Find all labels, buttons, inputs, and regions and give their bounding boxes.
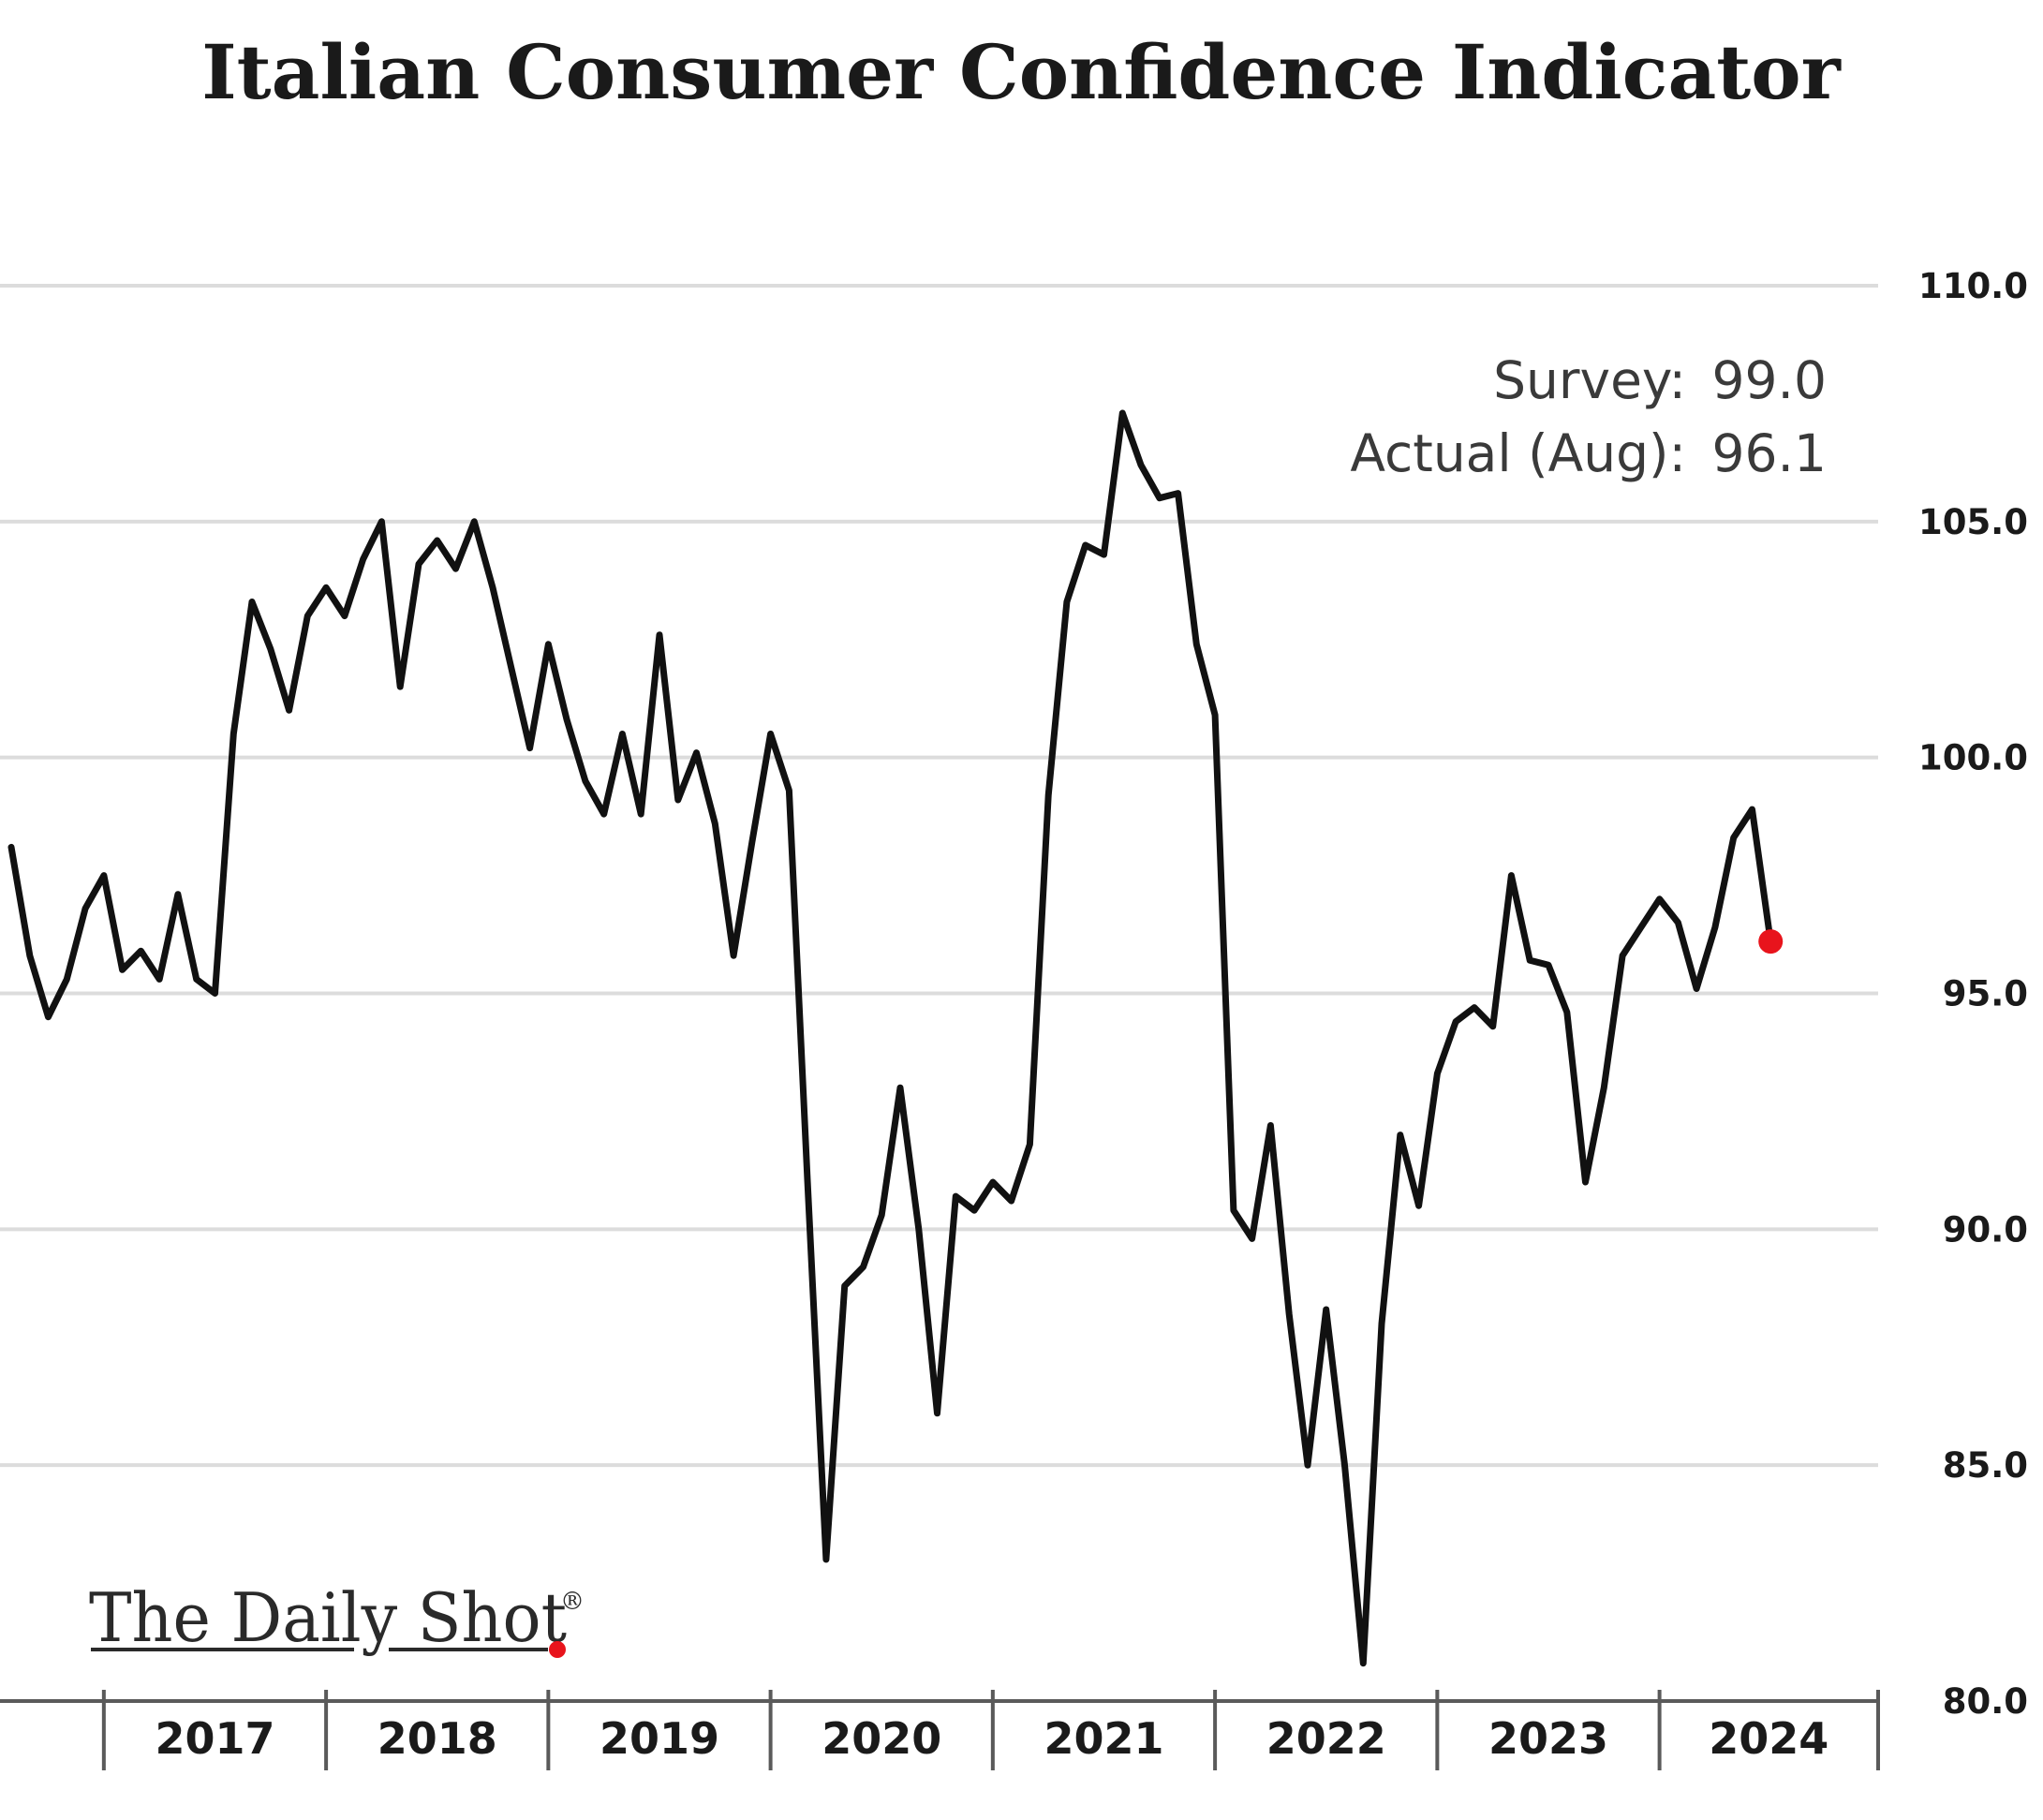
gridlines [0, 284, 1878, 1468]
y-tick-label: 100.0 [1918, 738, 2028, 778]
logo-red-dot [549, 1641, 566, 1658]
x-tick-label: 2021 [1044, 1713, 1163, 1764]
survey-value: 99.0 [1712, 350, 1827, 410]
y-tick-label: 95.0 [1943, 974, 2028, 1014]
latest-value-marker [1758, 929, 1784, 954]
y-tick-label: 105.0 [1918, 502, 2028, 542]
x-tick-label: 2024 [1709, 1713, 1828, 1764]
y-tick-label: 85.0 [1943, 1445, 2028, 1486]
registered-mark: ® [560, 1588, 585, 1616]
daily-shot-logo: The Daily Shot ® [89, 1578, 585, 1658]
x-axis-ticks: 2017 2018 2019 2020 2021 2022 2023 2024 [101, 1690, 1880, 1770]
actual-value: 96.1 [1712, 423, 1827, 483]
y-tick-label: 90.0 [1943, 1209, 2028, 1250]
x-tick-label: 2019 [600, 1713, 719, 1764]
actual-label: Actual (Aug): [1350, 423, 1686, 483]
x-tick-label: 2020 [822, 1713, 941, 1764]
logo-text: The Daily Shot [89, 1578, 567, 1657]
survey-label: Survey: [1493, 350, 1686, 410]
y-tick-label: 110.0 [1918, 266, 2028, 306]
x-tick-label: 2017 [155, 1713, 274, 1764]
y-axis-ticks: 110.0 105.0 100.0 95.0 90.0 85.0 80.0 [1918, 266, 2028, 1722]
x-tick-label: 2022 [1266, 1713, 1386, 1764]
chart-title: Italian Consumer Confidence Indicator [201, 28, 1841, 116]
series-line [7, 409, 1774, 1667]
x-tick-label: 2018 [378, 1713, 497, 1764]
survey-annotation: Survey: 99.0 Actual (Aug): 96.1 [1350, 350, 1827, 483]
x-tick-label: 2023 [1488, 1713, 1608, 1764]
y-tick-label: 80.0 [1943, 1681, 2028, 1722]
